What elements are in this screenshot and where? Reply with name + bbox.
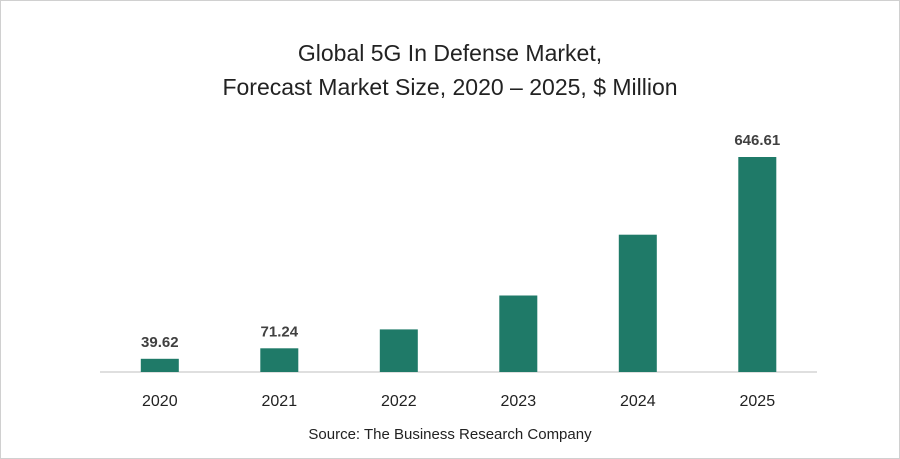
- bar-2021: [260, 348, 299, 372]
- bars-group: [140, 157, 777, 372]
- chart-title-line-1: Global 5G In Defense Market,: [297, 40, 603, 66]
- x-tick-label-2025: 2025: [740, 393, 776, 410]
- bar-2025: [738, 157, 777, 372]
- bar-2023: [499, 295, 538, 372]
- bar-2020: [140, 358, 179, 372]
- bar-2024: [618, 234, 657, 372]
- source-note: Source: The Business Research Company: [308, 426, 592, 443]
- data-label-2025: 646.61: [734, 132, 780, 149]
- x-tick-label-2024: 2024: [620, 393, 656, 410]
- x-tick-label-2021: 2021: [262, 393, 298, 410]
- bar-2022: [379, 329, 418, 372]
- x-tick-label-2020: 2020: [142, 393, 178, 410]
- x-tick-labels-group: 2020 2021 2022 2023 2024 2025: [142, 393, 775, 410]
- data-labels-group: 39.62 71.24 646.61: [141, 132, 780, 351]
- data-label-2021: 71.24: [261, 323, 299, 340]
- x-tick-label-2023: 2023: [501, 393, 537, 410]
- chart-title-line-2: Forecast Market Size, 2020 – 2025, $ Mil…: [222, 74, 678, 100]
- data-label-2020: 39.62: [141, 334, 179, 351]
- x-tick-label-2022: 2022: [381, 393, 417, 410]
